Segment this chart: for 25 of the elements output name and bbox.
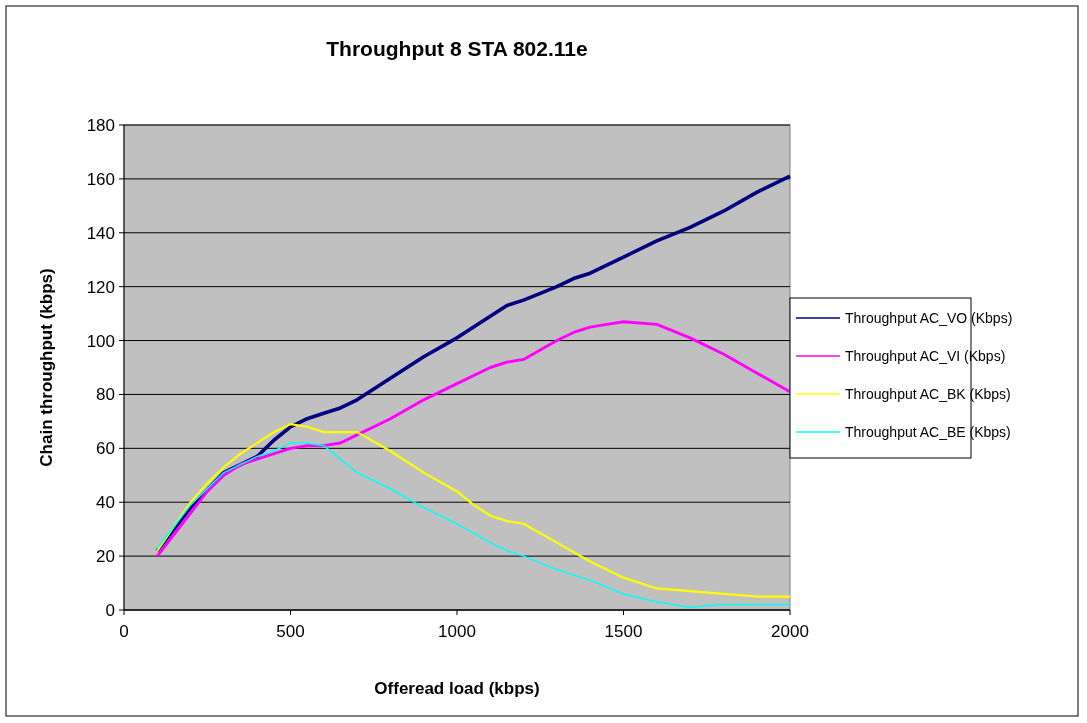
y-tick-label: 120 [86,277,115,297]
line-series [156,422,792,598]
legend-label: Throughput AC_BE (Kbps) [845,423,1011,440]
x-tick-label: 500 [276,622,305,641]
y-tick-label: 60 [96,439,115,459]
y-axis-title: Chain throughput (kbps) [37,268,56,467]
line-series [155,320,792,558]
y-tick-label: 80 [96,385,115,405]
chart-title: Throughput 8 STA 802.11e [326,37,588,60]
y-tick-label: 140 [86,223,115,243]
x-tick-label: 2000 [771,622,809,641]
legend-label: Throughput AC_VO (Kbps) [845,309,1013,326]
x-tick-label: 1000 [438,622,476,641]
y-tick-label: 20 [96,547,115,567]
y-tick-label: 160 [86,169,115,189]
y-tick-label: 40 [96,493,115,513]
x-tick-label: 0 [119,622,129,641]
y-tick-label: 180 [86,115,115,135]
y-tick-label: 100 [86,331,115,351]
x-axis-title: Offeread load (kbps) [374,679,540,698]
line-series [156,442,791,609]
legend-label: Throughput AC_BK (Kbps) [845,385,1011,402]
legend-label: Throughput AC_VI (Kbps) [845,347,1006,364]
x-tick-label: 1500 [604,622,643,641]
y-tick-label: 0 [105,600,115,620]
